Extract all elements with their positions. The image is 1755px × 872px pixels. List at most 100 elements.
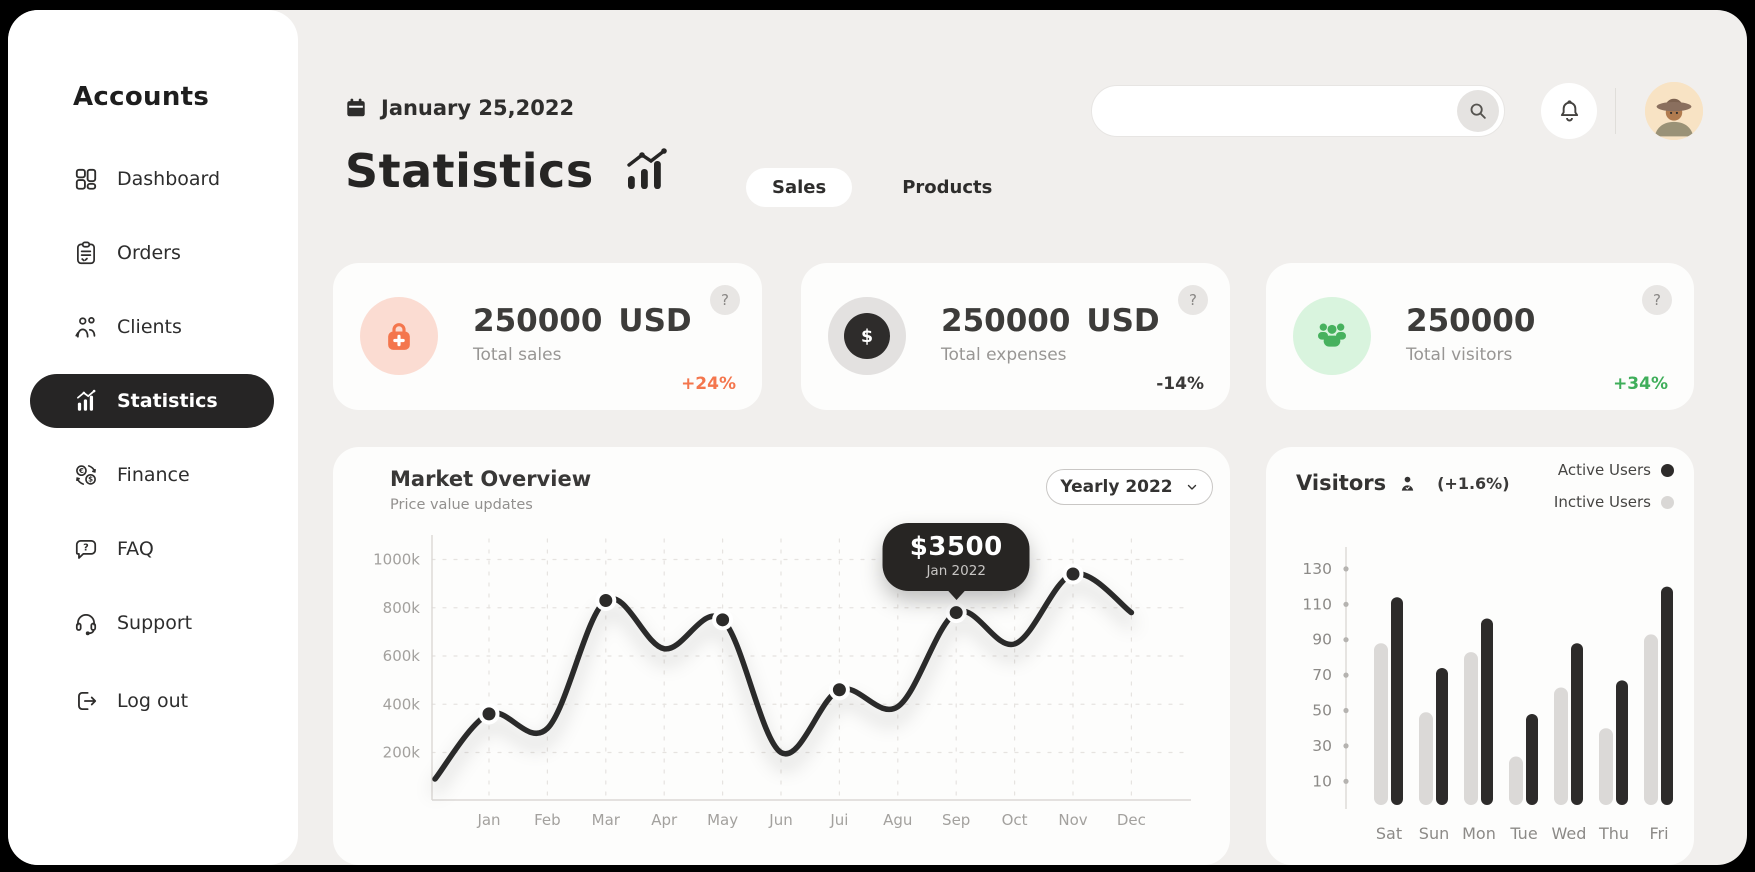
stat-delta: +24% — [681, 374, 736, 394]
page-header: Statistics — [345, 144, 670, 198]
person-check-icon — [1401, 476, 1414, 491]
svg-text:€: € — [78, 466, 84, 475]
svg-text:May: May — [707, 811, 738, 829]
faq-icon: ? — [75, 540, 97, 559]
stat-value: 250000 — [1406, 303, 1536, 339]
dashboard-icon — [75, 168, 97, 190]
svg-text:Sun: Sun — [1419, 824, 1449, 843]
visitors-icon-circle — [1293, 297, 1371, 375]
date-text: January 25,2022 — [381, 96, 575, 120]
legend-dot-active — [1661, 463, 1674, 477]
sidebar-item-logout[interactable]: Log out — [73, 674, 298, 728]
visitors-bar-chart: 130 110 90 70 50 30 10 Sat Sun Mon Tue Wed Thu Fri — [1302, 547, 1673, 843]
help-badge[interactable]: ? — [710, 285, 740, 315]
notifications-button[interactable] — [1541, 83, 1597, 139]
chevron-down-icon — [1187, 484, 1196, 490]
svg-text:50: 50 — [1312, 702, 1332, 720]
svg-text:Sep: Sep — [942, 811, 970, 829]
statistics-title-icon — [627, 148, 667, 189]
help-badge[interactable]: ? — [1178, 285, 1208, 315]
stat-value: 250000 USD — [941, 303, 1160, 339]
svg-text:90: 90 — [1312, 631, 1332, 649]
sidebar-item-faq[interactable]: ? FAQ — [73, 522, 298, 576]
svg-text:400k: 400k — [383, 695, 421, 713]
svg-text:Feb: Feb — [534, 811, 561, 829]
svg-text:Apr: Apr — [651, 811, 678, 829]
sidebar-item-orders[interactable]: Orders — [73, 226, 298, 280]
stat-label: Total sales — [473, 345, 562, 365]
market-overview-card: Market Overview Price value updates Year… — [333, 447, 1230, 865]
svg-text:Wed: Wed — [1552, 824, 1587, 843]
app-window: Accounts Dashboard Orders Clients Statis… — [8, 10, 1747, 865]
market-overview-subtitle: Price value updates — [390, 497, 533, 513]
avatar-image — [1645, 82, 1703, 140]
svg-text:Mar: Mar — [592, 811, 621, 829]
svg-text:110: 110 — [1302, 595, 1332, 613]
sidebar-item-label: Dashboard — [117, 168, 221, 190]
sidebar-item-clients[interactable]: Clients — [73, 300, 298, 354]
total-sales-card: 250000 USD Total sales ? +24% — [333, 263, 762, 410]
svg-text:Tue: Tue — [1509, 824, 1537, 843]
sidebar-item-label: Support — [117, 612, 193, 634]
expenses-icon-circle: $ — [828, 297, 906, 375]
stat-label: Total visitors — [1406, 345, 1513, 365]
search-input[interactable] — [1092, 101, 1457, 121]
svg-text:Jan: Jan — [476, 811, 500, 829]
sidebar: Accounts Dashboard Orders Clients Statis… — [8, 10, 298, 865]
chart-legend: Active Users Inctive Users — [1554, 461, 1674, 511]
svg-text:Nov: Nov — [1058, 811, 1087, 829]
logout-icon — [78, 691, 97, 711]
visitors-title: Visitors — [1296, 471, 1387, 495]
users-icon — [1318, 323, 1346, 347]
sidebar-item-finance[interactable]: € $ Finance — [73, 448, 298, 502]
page-title: Statistics — [345, 144, 594, 198]
market-overview-title: Market Overview — [390, 467, 592, 491]
tab-sales[interactable]: Sales — [746, 168, 853, 207]
header-divider — [1615, 88, 1616, 134]
search-icon — [1470, 103, 1486, 119]
svg-text:$: $ — [861, 327, 873, 347]
svg-text:Agu: Agu — [883, 811, 912, 829]
sidebar-item-dashboard[interactable]: Dashboard — [73, 152, 298, 206]
period-dropdown[interactable]: Yearly 2022 — [1046, 469, 1213, 505]
help-badge[interactable]: ? — [1642, 285, 1672, 315]
date-display: January 25,2022 — [345, 96, 574, 120]
sidebar-item-label: Clients — [117, 316, 182, 338]
sidebar-item-label: Statistics — [117, 390, 218, 412]
svg-text:?: ? — [83, 543, 89, 554]
app-title: Accounts — [73, 82, 210, 112]
search-button[interactable] — [1457, 90, 1499, 132]
stat-delta: +34% — [1613, 374, 1668, 394]
sidebar-item-label: Log out — [117, 690, 189, 712]
svg-text:130: 130 — [1302, 560, 1332, 578]
dollar-icon: $ — [844, 313, 890, 359]
legend-item-inactive: Inctive Users — [1554, 493, 1674, 511]
svg-text:Oct: Oct — [1002, 811, 1028, 829]
stat-value: 250000 USD — [473, 303, 692, 339]
support-icon — [75, 614, 97, 636]
sidebar-item-statistics[interactable]: Statistics — [30, 374, 274, 428]
market-line-chart: 200k 400k 600k 800k 1000k Jan Feb Mar Apr May Jun J… — [373, 535, 1192, 829]
tab-products[interactable]: Products — [902, 177, 993, 198]
svg-text:800k: 800k — [383, 599, 421, 617]
total-expenses-card: $ 250000 USD Total expenses ? -14% — [801, 263, 1230, 410]
calendar-icon — [347, 98, 365, 117]
sidebar-item-support[interactable]: Support — [73, 596, 298, 650]
svg-text:10: 10 — [1312, 772, 1332, 790]
svg-text:600k: 600k — [383, 647, 421, 665]
statistics-icon — [77, 389, 96, 411]
svg-text:70: 70 — [1312, 666, 1332, 684]
visitors-header: Visitors (+1.6%) — [1296, 471, 1510, 495]
period-label: Yearly 2022 — [1060, 477, 1173, 497]
user-avatar[interactable] — [1645, 82, 1703, 140]
visitors-growth: (+1.6%) — [1437, 473, 1510, 493]
bell-icon — [1560, 99, 1578, 121]
bag-plus-icon — [388, 323, 410, 350]
svg-text:30: 30 — [1312, 737, 1332, 755]
visitors-card: Visitors (+1.6%) Active Users Inctive Us… — [1266, 447, 1694, 865]
sidebar-item-label: FAQ — [117, 538, 154, 560]
search-bar — [1091, 85, 1505, 137]
svg-text:Mon: Mon — [1462, 824, 1496, 843]
svg-text:Fri: Fri — [1649, 824, 1668, 843]
sales-icon-circle — [360, 297, 438, 375]
